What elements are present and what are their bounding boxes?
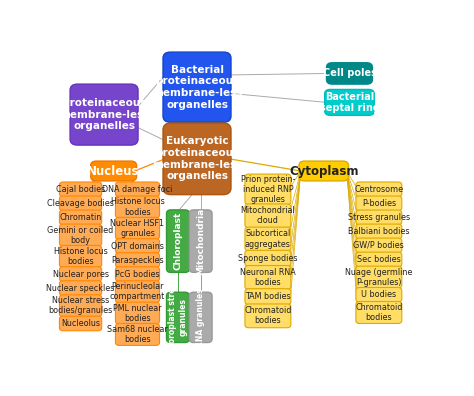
FancyBboxPatch shape	[356, 238, 402, 253]
Text: Nuclear stress
bodies/granules: Nuclear stress bodies/granules	[48, 296, 113, 315]
Text: PcG bodies: PcG bodies	[115, 270, 160, 278]
FancyBboxPatch shape	[325, 89, 374, 115]
FancyBboxPatch shape	[116, 281, 160, 303]
Text: PML nuclear
bodies: PML nuclear bodies	[113, 304, 162, 323]
Text: Proteinaceous
membrane-less
organelles: Proteinaceous membrane-less organelles	[59, 98, 149, 131]
FancyBboxPatch shape	[70, 84, 138, 145]
Text: Cell poles: Cell poles	[322, 69, 376, 78]
FancyBboxPatch shape	[163, 52, 231, 122]
Text: Cajal bodies: Cajal bodies	[56, 185, 105, 194]
Text: Cleavage bodies: Cleavage bodies	[47, 199, 114, 208]
FancyBboxPatch shape	[116, 253, 160, 267]
FancyBboxPatch shape	[245, 250, 291, 266]
FancyBboxPatch shape	[116, 196, 160, 218]
FancyBboxPatch shape	[245, 304, 291, 328]
Text: Subcortical
aggregates: Subcortical aggregates	[245, 230, 291, 249]
Text: P-bodies: P-bodies	[362, 199, 396, 208]
FancyBboxPatch shape	[59, 316, 102, 331]
FancyBboxPatch shape	[245, 289, 291, 305]
Text: Chloroplast stress
granules: Chloroplast stress granules	[168, 278, 188, 357]
FancyBboxPatch shape	[59, 210, 102, 225]
Text: Eukaryotic
proteinaceous
membrane-less
organelles: Eukaryotic proteinaceous membrane-less o…	[152, 136, 242, 181]
FancyBboxPatch shape	[189, 210, 212, 272]
FancyBboxPatch shape	[59, 246, 102, 267]
FancyBboxPatch shape	[356, 182, 402, 197]
Text: Perinucleolar
compartment: Perinucleolar compartment	[110, 282, 165, 301]
Text: Paraspeckles: Paraspeckles	[111, 255, 164, 265]
Text: Chromatoid
bodies: Chromatoid bodies	[244, 307, 292, 326]
FancyBboxPatch shape	[356, 266, 402, 288]
Text: Nuclear speckles: Nuclear speckles	[46, 284, 115, 293]
FancyBboxPatch shape	[356, 224, 402, 239]
Text: OPT domains: OPT domains	[111, 242, 164, 251]
FancyBboxPatch shape	[59, 295, 102, 317]
FancyBboxPatch shape	[116, 302, 160, 324]
FancyBboxPatch shape	[245, 227, 291, 251]
Text: RNA granules: RNA granules	[196, 288, 205, 347]
Text: Chromatin: Chromatin	[59, 213, 102, 222]
Text: Prion protein-
induced RNP
granules: Prion protein- induced RNP granules	[241, 175, 295, 204]
Text: Mitochondria: Mitochondria	[196, 208, 205, 275]
FancyBboxPatch shape	[245, 266, 291, 289]
Text: Cytoplasm: Cytoplasm	[289, 164, 358, 177]
FancyBboxPatch shape	[166, 292, 189, 343]
FancyBboxPatch shape	[163, 123, 231, 195]
Text: DNA damage foci: DNA damage foci	[102, 185, 173, 194]
FancyBboxPatch shape	[116, 182, 160, 197]
FancyBboxPatch shape	[59, 224, 102, 246]
Text: Mitochondrial
cloud: Mitochondrial cloud	[240, 206, 295, 225]
Text: Nuclear pores: Nuclear pores	[53, 270, 109, 278]
FancyBboxPatch shape	[356, 287, 402, 302]
Text: GW/P bodies: GW/P bodies	[354, 241, 404, 250]
FancyBboxPatch shape	[91, 161, 137, 181]
FancyBboxPatch shape	[59, 182, 102, 197]
Text: Stress granules: Stress granules	[348, 213, 410, 222]
Text: Chloroplast: Chloroplast	[173, 212, 182, 270]
Text: Nucleus: Nucleus	[87, 164, 140, 177]
Text: Histone locus
bodies: Histone locus bodies	[110, 198, 164, 217]
Text: Histone locus
bodies: Histone locus bodies	[54, 247, 108, 266]
FancyBboxPatch shape	[327, 63, 373, 84]
FancyBboxPatch shape	[356, 252, 402, 267]
FancyBboxPatch shape	[299, 161, 348, 181]
Text: Bacterial
septal ring: Bacterial septal ring	[319, 91, 379, 113]
FancyBboxPatch shape	[356, 196, 402, 211]
FancyBboxPatch shape	[166, 210, 189, 272]
FancyBboxPatch shape	[116, 217, 160, 239]
Text: Nuage (germline
P-granules): Nuage (germline P-granules)	[345, 268, 412, 287]
Text: Nuclear HSF1
granules: Nuclear HSF1 granules	[110, 219, 164, 238]
Text: Chromatoid
bodies: Chromatoid bodies	[355, 303, 402, 322]
FancyBboxPatch shape	[245, 174, 291, 205]
Text: Sam68 nuclear
bodies: Sam68 nuclear bodies	[107, 325, 168, 344]
FancyBboxPatch shape	[59, 281, 102, 295]
Text: Neuronal RNA
bodies: Neuronal RNA bodies	[240, 268, 296, 287]
Text: Balbiani bodies: Balbiani bodies	[348, 227, 410, 236]
Text: Bacterial
proteinaceous
membrane-less
organelles: Bacterial proteinaceous membrane-less or…	[152, 65, 242, 110]
Text: Gemini or coiled
body: Gemini or coiled body	[47, 225, 114, 245]
FancyBboxPatch shape	[59, 267, 102, 282]
FancyBboxPatch shape	[189, 292, 212, 343]
Text: U bodies: U bodies	[361, 290, 396, 299]
Text: Nucleolus: Nucleolus	[61, 319, 100, 328]
FancyBboxPatch shape	[356, 210, 402, 225]
FancyBboxPatch shape	[116, 267, 160, 282]
FancyBboxPatch shape	[245, 204, 291, 228]
FancyBboxPatch shape	[59, 196, 102, 211]
Text: TAM bodies: TAM bodies	[245, 292, 291, 301]
FancyBboxPatch shape	[116, 324, 160, 345]
Text: Centrosome: Centrosome	[354, 185, 403, 194]
Text: Sponge bodies: Sponge bodies	[238, 254, 298, 263]
FancyBboxPatch shape	[116, 239, 160, 253]
FancyBboxPatch shape	[356, 301, 402, 324]
Text: Sec bodies: Sec bodies	[357, 255, 401, 264]
